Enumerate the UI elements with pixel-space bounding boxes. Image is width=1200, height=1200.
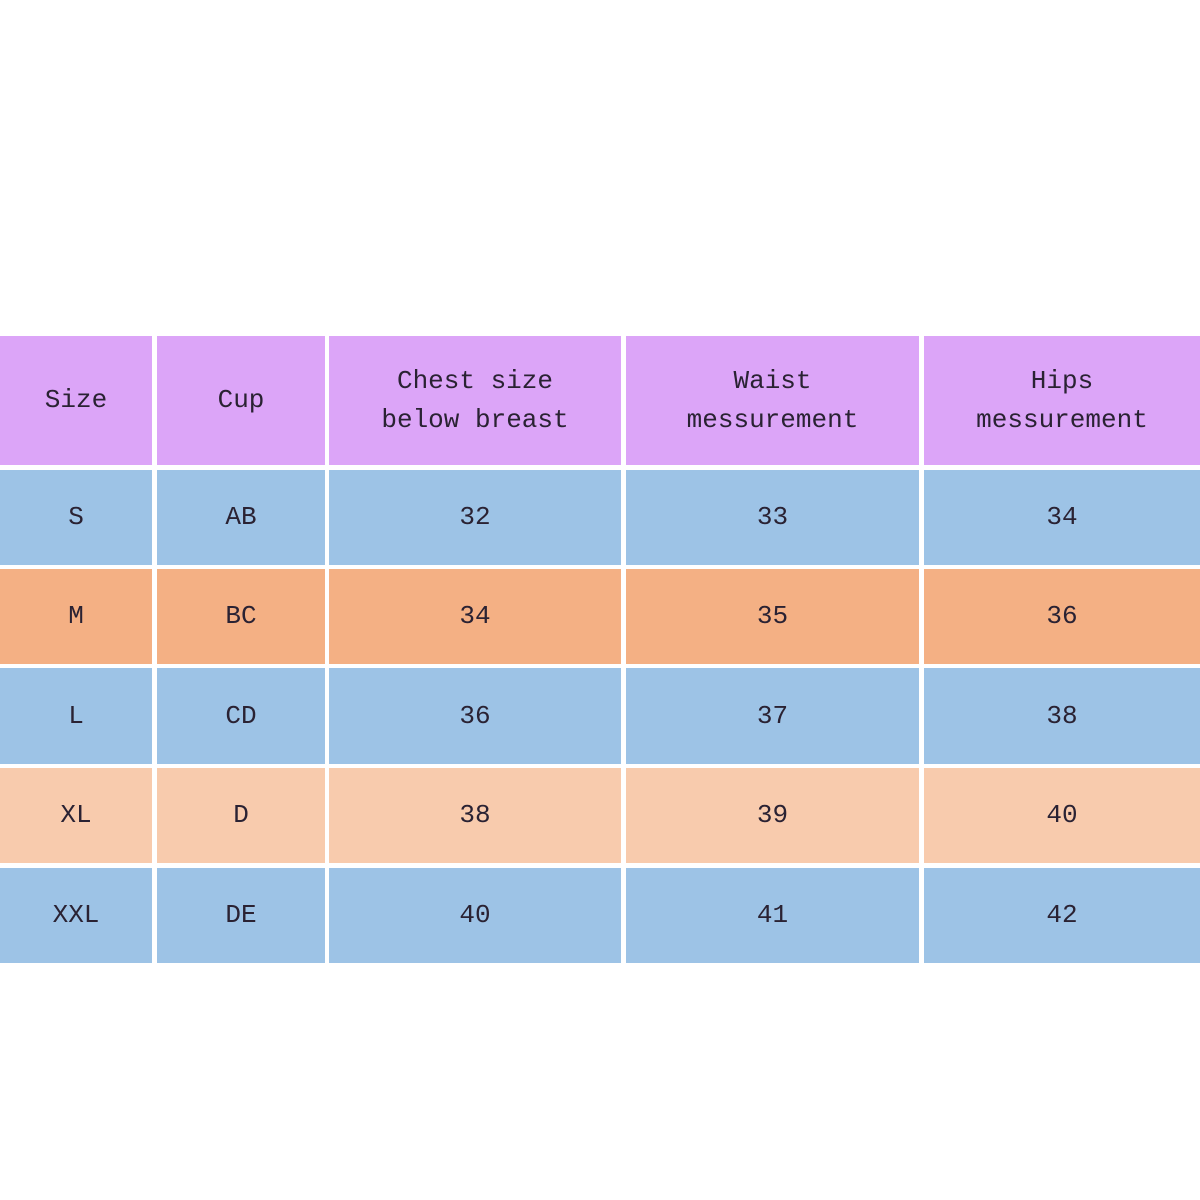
table-row: L CD 36 37 38 [0,668,1200,764]
cell-hips: 36 [924,569,1200,664]
cell-waist: 41 [626,868,919,963]
cell-hips: 40 [924,768,1200,863]
header-cell-size: Size [0,336,152,465]
header-cell-cup: Cup [157,336,325,465]
cell-cup: BC [157,569,325,664]
cell-cup: DE [157,868,325,963]
header-cell-hips: Hips messurement [924,336,1200,465]
cell-size: M [0,569,152,664]
cell-size: S [0,470,152,565]
table-row: M BC 34 35 36 [0,569,1200,664]
cell-cup: CD [157,668,325,764]
cell-cup: AB [157,470,325,565]
header-cell-waist: Waist messurement [626,336,919,465]
table-row: S AB 32 33 34 [0,470,1200,565]
cell-chest: 34 [329,569,621,664]
cell-waist: 39 [626,768,919,863]
cell-chest: 40 [329,868,621,963]
table-row: XL D 38 39 40 [0,768,1200,863]
cell-waist: 35 [626,569,919,664]
cell-hips: 42 [924,868,1200,963]
table-row: XXL DE 40 41 42 [0,868,1200,963]
cell-chest: 32 [329,470,621,565]
cell-size: XL [0,768,152,863]
cell-hips: 38 [924,668,1200,764]
header-cell-chest: Chest size below breast [329,336,621,465]
cell-size: XXL [0,868,152,963]
cell-hips: 34 [924,470,1200,565]
cell-chest: 38 [329,768,621,863]
cell-waist: 37 [626,668,919,764]
cell-chest: 36 [329,668,621,764]
cell-size: L [0,668,152,764]
cell-waist: 33 [626,470,919,565]
header-row: Size Cup Chest size below breast Waist m… [0,336,1200,465]
cell-cup: D [157,768,325,863]
